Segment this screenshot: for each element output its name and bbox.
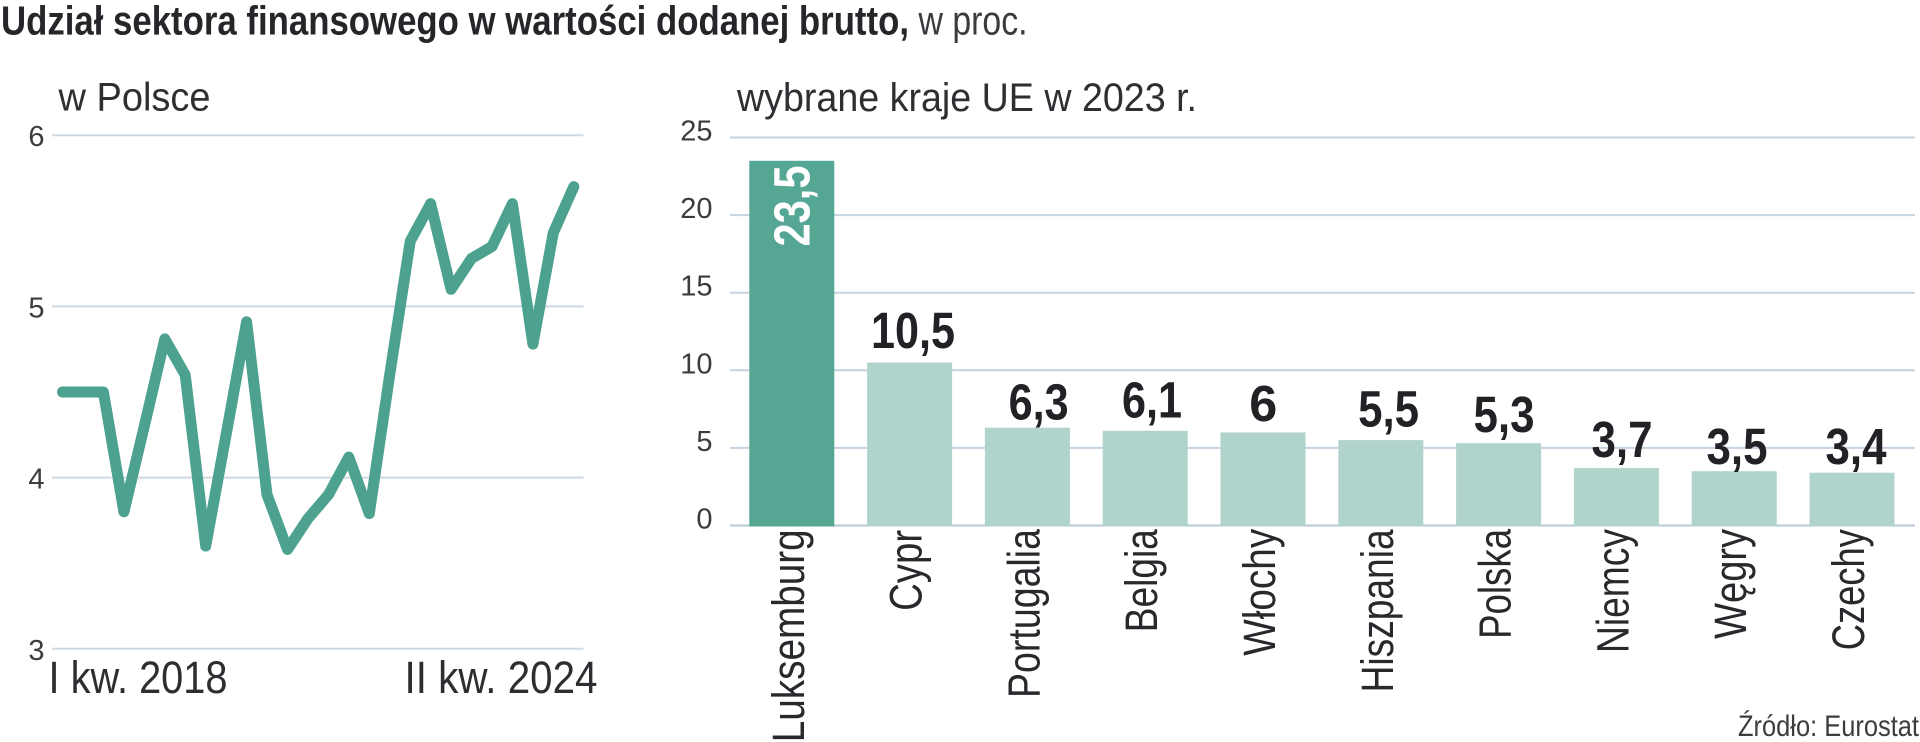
svg-text:10: 10 bbox=[680, 348, 712, 380]
svg-text:6,3: 6,3 bbox=[1009, 373, 1069, 430]
svg-text:Belgia: Belgia bbox=[1116, 528, 1167, 632]
svg-text:wybrane kraje UE w 2023 r.: wybrane kraje UE w 2023 r. bbox=[736, 76, 1197, 120]
svg-text:w Polsce: w Polsce bbox=[58, 76, 211, 120]
svg-text:II kw. 2024: II kw. 2024 bbox=[405, 652, 598, 703]
svg-text:Luksemburg: Luksemburg bbox=[763, 529, 814, 742]
svg-text:6,1: 6,1 bbox=[1122, 371, 1182, 428]
svg-text:6: 6 bbox=[28, 121, 44, 153]
svg-text:5: 5 bbox=[28, 292, 44, 324]
svg-text:Źródło: Eurostat: Źródło: Eurostat bbox=[1738, 710, 1920, 742]
svg-text:5,3: 5,3 bbox=[1474, 386, 1535, 443]
svg-text:0: 0 bbox=[696, 504, 712, 536]
svg-text:Czechy: Czechy bbox=[1823, 529, 1874, 650]
svg-text:25: 25 bbox=[680, 116, 712, 148]
svg-text:Hiszpania: Hiszpania bbox=[1352, 529, 1403, 693]
svg-text:20: 20 bbox=[680, 193, 712, 225]
svg-text:4: 4 bbox=[28, 464, 44, 496]
svg-text:5,5: 5,5 bbox=[1358, 380, 1419, 437]
svg-text:Polska: Polska bbox=[1470, 528, 1521, 639]
svg-text:15: 15 bbox=[680, 271, 712, 303]
svg-text:Portugalia: Portugalia bbox=[998, 528, 1049, 698]
svg-text:w proc.: w proc. bbox=[918, 0, 1028, 44]
svg-text:I kw. 2018: I kw. 2018 bbox=[49, 652, 228, 703]
svg-text:3: 3 bbox=[28, 635, 44, 667]
svg-text:23,5: 23,5 bbox=[764, 166, 821, 247]
svg-text:3,7: 3,7 bbox=[1592, 411, 1653, 468]
svg-text:5: 5 bbox=[696, 426, 712, 458]
svg-text:Udział sektora finansowego w w: Udział sektora finansowego w wartości do… bbox=[1, 0, 909, 44]
svg-text:Węgry: Węgry bbox=[1705, 528, 1756, 638]
svg-text:Niemcy: Niemcy bbox=[1587, 529, 1638, 653]
svg-text:Cypr: Cypr bbox=[881, 530, 932, 611]
svg-text:Włochy: Włochy bbox=[1234, 528, 1285, 655]
svg-text:6: 6 bbox=[1249, 375, 1277, 432]
svg-text:3,4: 3,4 bbox=[1826, 418, 1888, 475]
svg-text:10,5: 10,5 bbox=[871, 302, 955, 359]
svg-text:3,5: 3,5 bbox=[1707, 418, 1768, 475]
